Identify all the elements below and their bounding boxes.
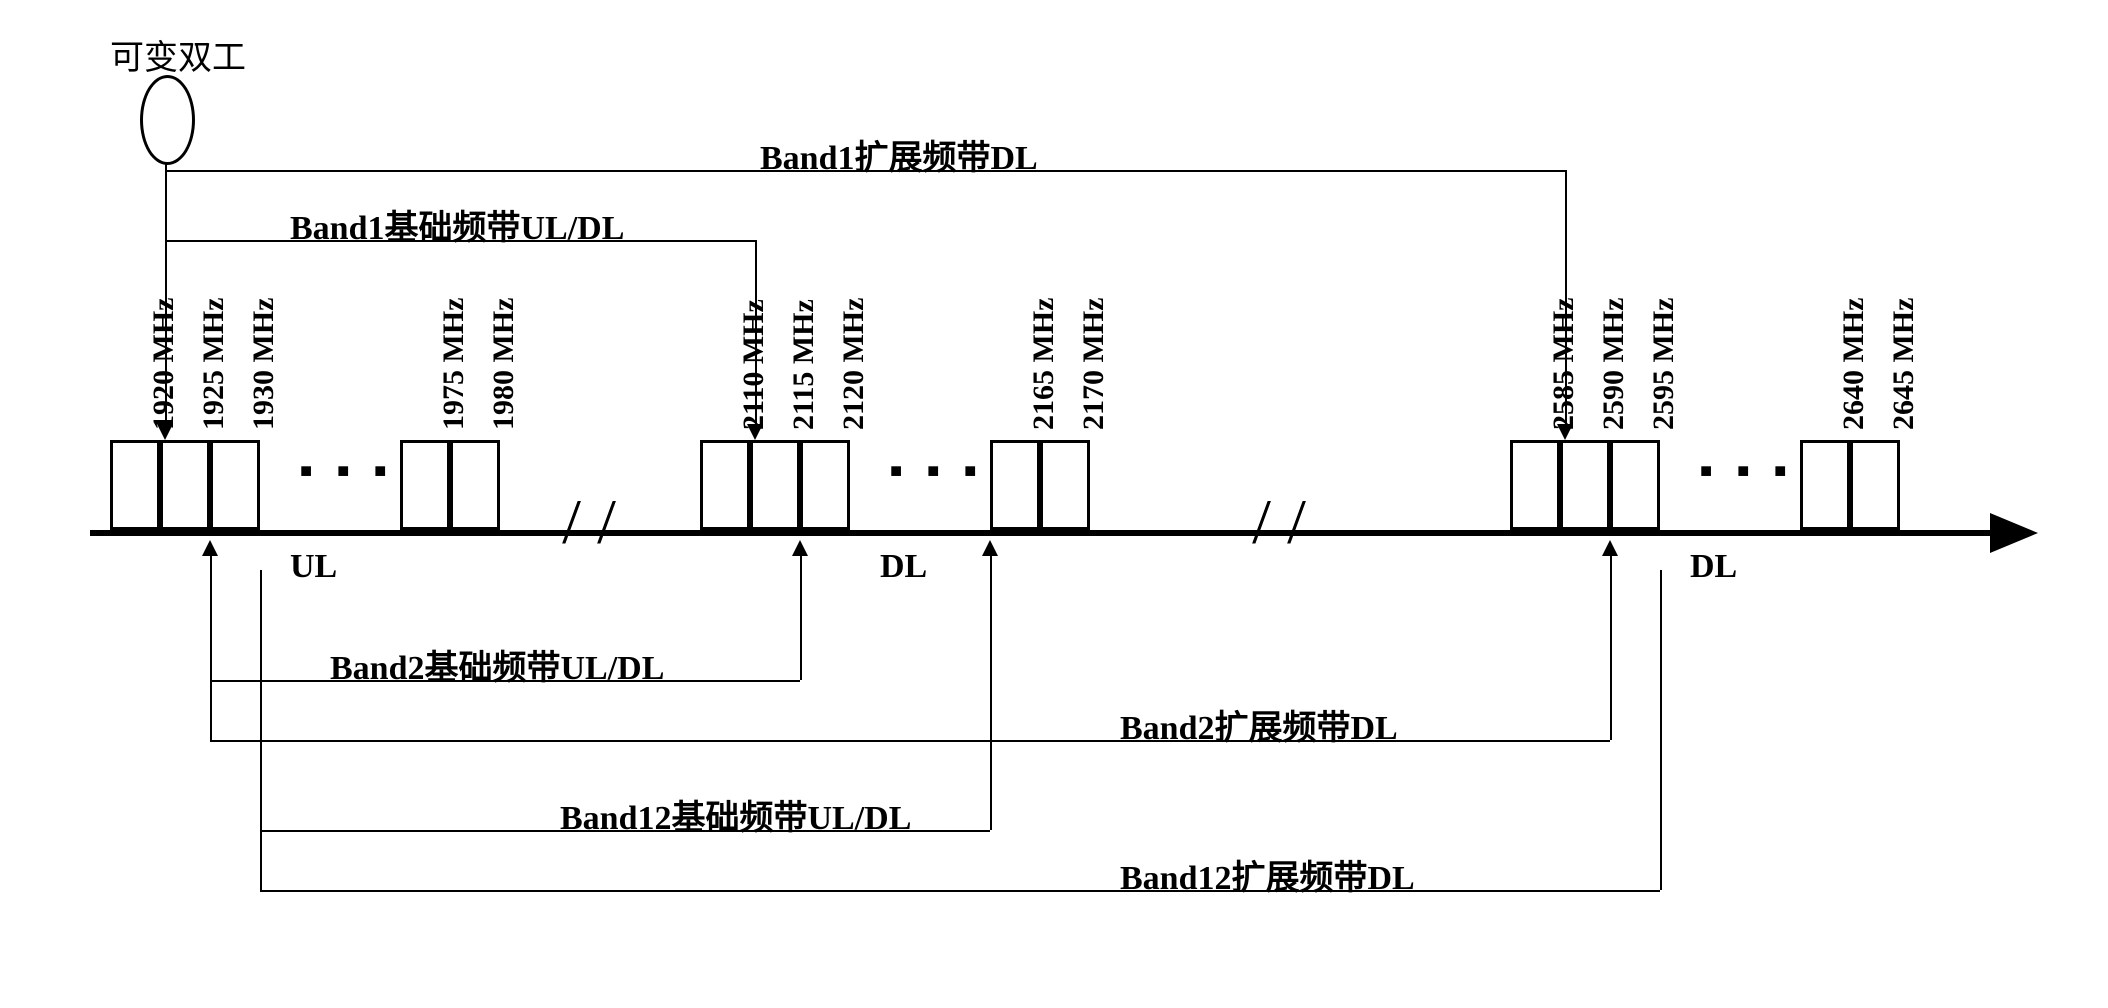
freq-label: 2595 MHz [1647,298,1681,430]
band-bracket [260,890,1660,892]
band-bracket-rise [1660,570,1662,890]
freq-block [210,440,260,530]
freq-block [800,440,850,530]
marker-up-icon [792,540,808,556]
band-bracket-drop [755,240,757,424]
freq-label: 1920 MHz [147,298,181,430]
axis-direction-label: DL [880,548,927,586]
freq-label: 2170 MHz [1077,298,1111,430]
band-bracket-rise [260,570,262,890]
freq-label: 2640 MHz [1837,298,1871,430]
freq-block [700,440,750,530]
freq-block [1510,440,1560,530]
freq-block [1610,440,1660,530]
marker-down-icon [1557,424,1573,440]
freq-label: 2110 MHz [737,299,771,430]
marker-up-icon [202,540,218,556]
marker-up-icon [1602,540,1618,556]
ellipsis-icon: ■ ■ ■ [890,460,986,483]
band-label: Band2基础频带UL/DL [330,640,664,689]
ellipsis-icon: ■ ■ ■ [1700,460,1796,483]
frequency-axis [90,530,1990,536]
freq-block [110,440,160,530]
freq-label: 1925 MHz [197,298,231,430]
freq-block [450,440,500,530]
freq-block [1850,440,1900,530]
variable-duplex-oval [140,75,195,165]
freq-label: 1975 MHz [437,298,471,430]
variable-duplex-label: 可变双工 [110,30,246,79]
band-label: Band1基础频带UL/DL [290,200,624,249]
freq-block [1800,440,1850,530]
ellipsis-icon: ■ ■ ■ [300,460,396,483]
marker-up-icon [982,540,998,556]
band-bracket-rise [990,556,992,830]
freq-label: 2120 MHz [837,298,871,430]
band-label: Band2扩展频带DL [1120,700,1398,749]
band-bracket-rise [210,556,212,740]
freq-label: 2585 MHz [1547,298,1581,430]
freq-label: 2645 MHz [1887,298,1921,430]
band-label: Band12基础频带UL/DL [560,790,911,839]
duplex-connector [165,164,167,430]
band-bracket-rise [800,556,802,680]
freq-label: 1980 MHz [487,298,521,430]
freq-block [1560,440,1610,530]
axis-direction-label: DL [1690,548,1737,586]
freq-block [990,440,1040,530]
freq-block [750,440,800,530]
marker-down-icon [747,424,763,440]
freq-block [160,440,210,530]
freq-label: 2590 MHz [1597,298,1631,430]
band-bracket-drop [1565,170,1567,424]
band-bracket [210,740,1610,742]
band-label: Band12扩展频带DL [1120,850,1415,899]
freq-label: 2165 MHz [1027,298,1061,430]
freq-block [400,440,450,530]
freq-label: 1930 MHz [247,298,281,430]
band-bracket-rise [1610,556,1612,740]
axis-direction-label: UL [290,548,337,586]
axis-arrowhead [1990,513,2038,553]
band-label: Band1扩展频带DL [760,130,1038,179]
freq-block [1040,440,1090,530]
freq-label: 2115 MHz [787,299,821,430]
